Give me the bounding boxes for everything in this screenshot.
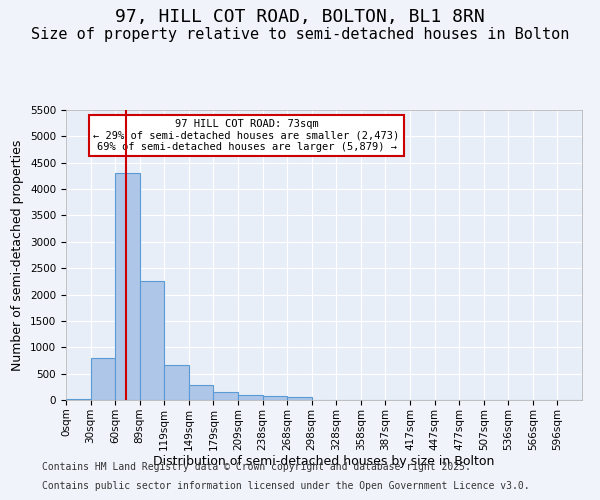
Bar — [287, 397, 312, 400]
Text: 97, HILL COT ROAD, BOLTON, BL1 8RN: 97, HILL COT ROAD, BOLTON, BL1 8RN — [115, 8, 485, 26]
Bar — [115, 174, 140, 400]
Text: Contains HM Land Registry data © Crown copyright and database right 2025.: Contains HM Land Registry data © Crown c… — [42, 462, 471, 472]
Text: Size of property relative to semi-detached houses in Bolton: Size of property relative to semi-detach… — [31, 28, 569, 42]
X-axis label: Distribution of semi-detached houses by size in Bolton: Distribution of semi-detached houses by … — [154, 456, 494, 468]
Y-axis label: Number of semi-detached properties: Number of semi-detached properties — [11, 140, 25, 370]
Bar — [189, 385, 214, 400]
Bar — [214, 392, 238, 400]
Bar — [263, 396, 287, 400]
Text: 97 HILL COT ROAD: 73sqm
← 29% of semi-detached houses are smaller (2,473)
69% of: 97 HILL COT ROAD: 73sqm ← 29% of semi-de… — [94, 118, 400, 152]
Bar — [164, 364, 189, 400]
Bar — [91, 358, 115, 400]
Bar — [66, 399, 91, 400]
Bar — [238, 394, 263, 400]
Bar — [140, 282, 164, 400]
Text: Contains public sector information licensed under the Open Government Licence v3: Contains public sector information licen… — [42, 481, 530, 491]
